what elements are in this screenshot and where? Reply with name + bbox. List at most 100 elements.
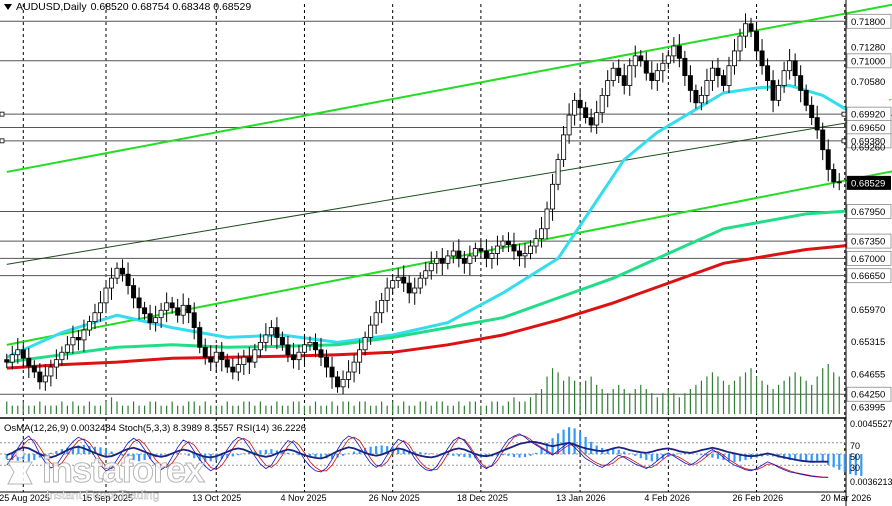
stoch-signal-line (6, 434, 829, 478)
time-tick-label: 25 Aug 2025 (0, 493, 50, 503)
level-price-box (846, 204, 892, 219)
candle-bull (158, 309, 164, 319)
level-price-box (846, 53, 892, 69)
osc-tick-label: 0.0036213 (850, 477, 892, 487)
candle-bear (820, 129, 826, 151)
candle-bear (809, 104, 815, 119)
candle-bull (368, 324, 374, 338)
candle-bear (814, 117, 820, 131)
candle-bull (180, 304, 186, 316)
candle-bear (720, 75, 726, 86)
candle-bear (825, 149, 831, 170)
candle-bull (632, 55, 638, 67)
channel-line-mid (6, 114, 892, 265)
price-tick-label: 0.66650 (851, 271, 885, 282)
candle-bear (230, 366, 236, 373)
candle-bull (776, 85, 782, 101)
candle-bear (279, 337, 285, 346)
candle-bear (246, 356, 252, 363)
candle-bear (511, 244, 517, 252)
time-tick-label: 15 Sep 2025 (82, 493, 133, 503)
candle-bear (676, 45, 682, 59)
candle-bear (219, 351, 225, 361)
candle-bull (86, 321, 92, 331)
candle-bull (594, 112, 600, 126)
candle-bull (787, 60, 793, 72)
candle-bull (109, 277, 115, 289)
time-tick-label: 4 Feb 2026 (644, 493, 690, 503)
candle-bear (224, 359, 230, 368)
price-tick-label: 0.65970 (851, 305, 885, 316)
price-tick-label: 0.69650 (851, 123, 885, 134)
candle-bear (285, 344, 291, 356)
candle-bear (312, 341, 318, 351)
candle-bull (357, 349, 363, 363)
candle-bull (423, 270, 429, 279)
osc-tick-label: 0.0045527 (850, 419, 892, 429)
candle-bull (114, 267, 120, 279)
time-tick-label: 26 Feb 2026 (733, 493, 784, 503)
instaforex-logo-icon (7, 449, 33, 485)
instaforex-watermark: instaforex Instant Forex Trading (2, 448, 206, 502)
candle-bull (412, 287, 418, 294)
candle-bull (97, 302, 103, 314)
price-tick-label: 0.70580 (851, 77, 885, 88)
candle-bull (550, 183, 556, 210)
candle-bear (836, 181, 842, 184)
candle-bull (346, 371, 352, 380)
watermark-brand: instaforex (41, 449, 205, 490)
candle-bear (186, 304, 192, 314)
candle-bear (406, 282, 412, 294)
level-marker (0, 111, 5, 117)
candle-bear (759, 50, 765, 67)
candle-bull (489, 253, 495, 259)
price-tick-label: 0.69920 (851, 110, 885, 121)
level-marker (841, 138, 847, 144)
candle-bull (500, 240, 506, 247)
candle-bull (103, 287, 109, 304)
candle-bull (522, 253, 528, 257)
candle-bear (638, 55, 644, 62)
price-tick-label: 0.71000 (851, 56, 885, 67)
candle-bear (120, 267, 126, 275)
candle-bull (610, 67, 616, 81)
time-tick-label: 26 Nov 2025 (369, 493, 420, 503)
candle-bull (561, 134, 567, 161)
candle-bull (59, 351, 65, 361)
candle-bear (687, 75, 693, 91)
candle-bull (731, 50, 737, 67)
level-marker (0, 138, 5, 144)
candle-bull (9, 354, 15, 363)
current-price-box (847, 175, 891, 190)
level-price-box (846, 250, 892, 266)
price-tick-label: 0.67000 (851, 254, 885, 265)
dropdown-triangle-icon[interactable] (4, 4, 12, 10)
price-tick-label: 0.68529 (851, 178, 885, 189)
volume-bars (6, 364, 840, 414)
candle-bear (577, 99, 583, 109)
candle-bull (257, 341, 263, 351)
watermark-tagline: Instant Forex Trading (46, 488, 160, 502)
candle-bear (202, 346, 208, 358)
indicator-header: OsMA(12,26,9) 0.0032484 Stoch(5,3,3) 8.3… (4, 423, 307, 434)
candle-bear (456, 250, 462, 259)
candle-bull (373, 312, 379, 326)
price-tick-label: 0.63995 (851, 402, 885, 413)
candle-bull (384, 287, 390, 301)
candle-bear (208, 356, 214, 363)
candle-bull (555, 159, 561, 185)
price-tick-label: 0.64655 (851, 370, 885, 381)
candle-bull (539, 228, 545, 240)
candle-bear (765, 65, 771, 81)
candle-bull (395, 276, 401, 282)
candle-bear (147, 313, 153, 324)
candle-bear (290, 354, 296, 361)
price-tick-label: 0.65315 (851, 337, 885, 348)
time-tick-label: 20 Mar 2026 (821, 493, 872, 503)
candle-bear (175, 307, 181, 316)
osc-tick-label: 50 (850, 452, 860, 462)
candle-bear (643, 60, 649, 74)
candle-bear (461, 257, 467, 264)
candle-bull (660, 62, 666, 72)
